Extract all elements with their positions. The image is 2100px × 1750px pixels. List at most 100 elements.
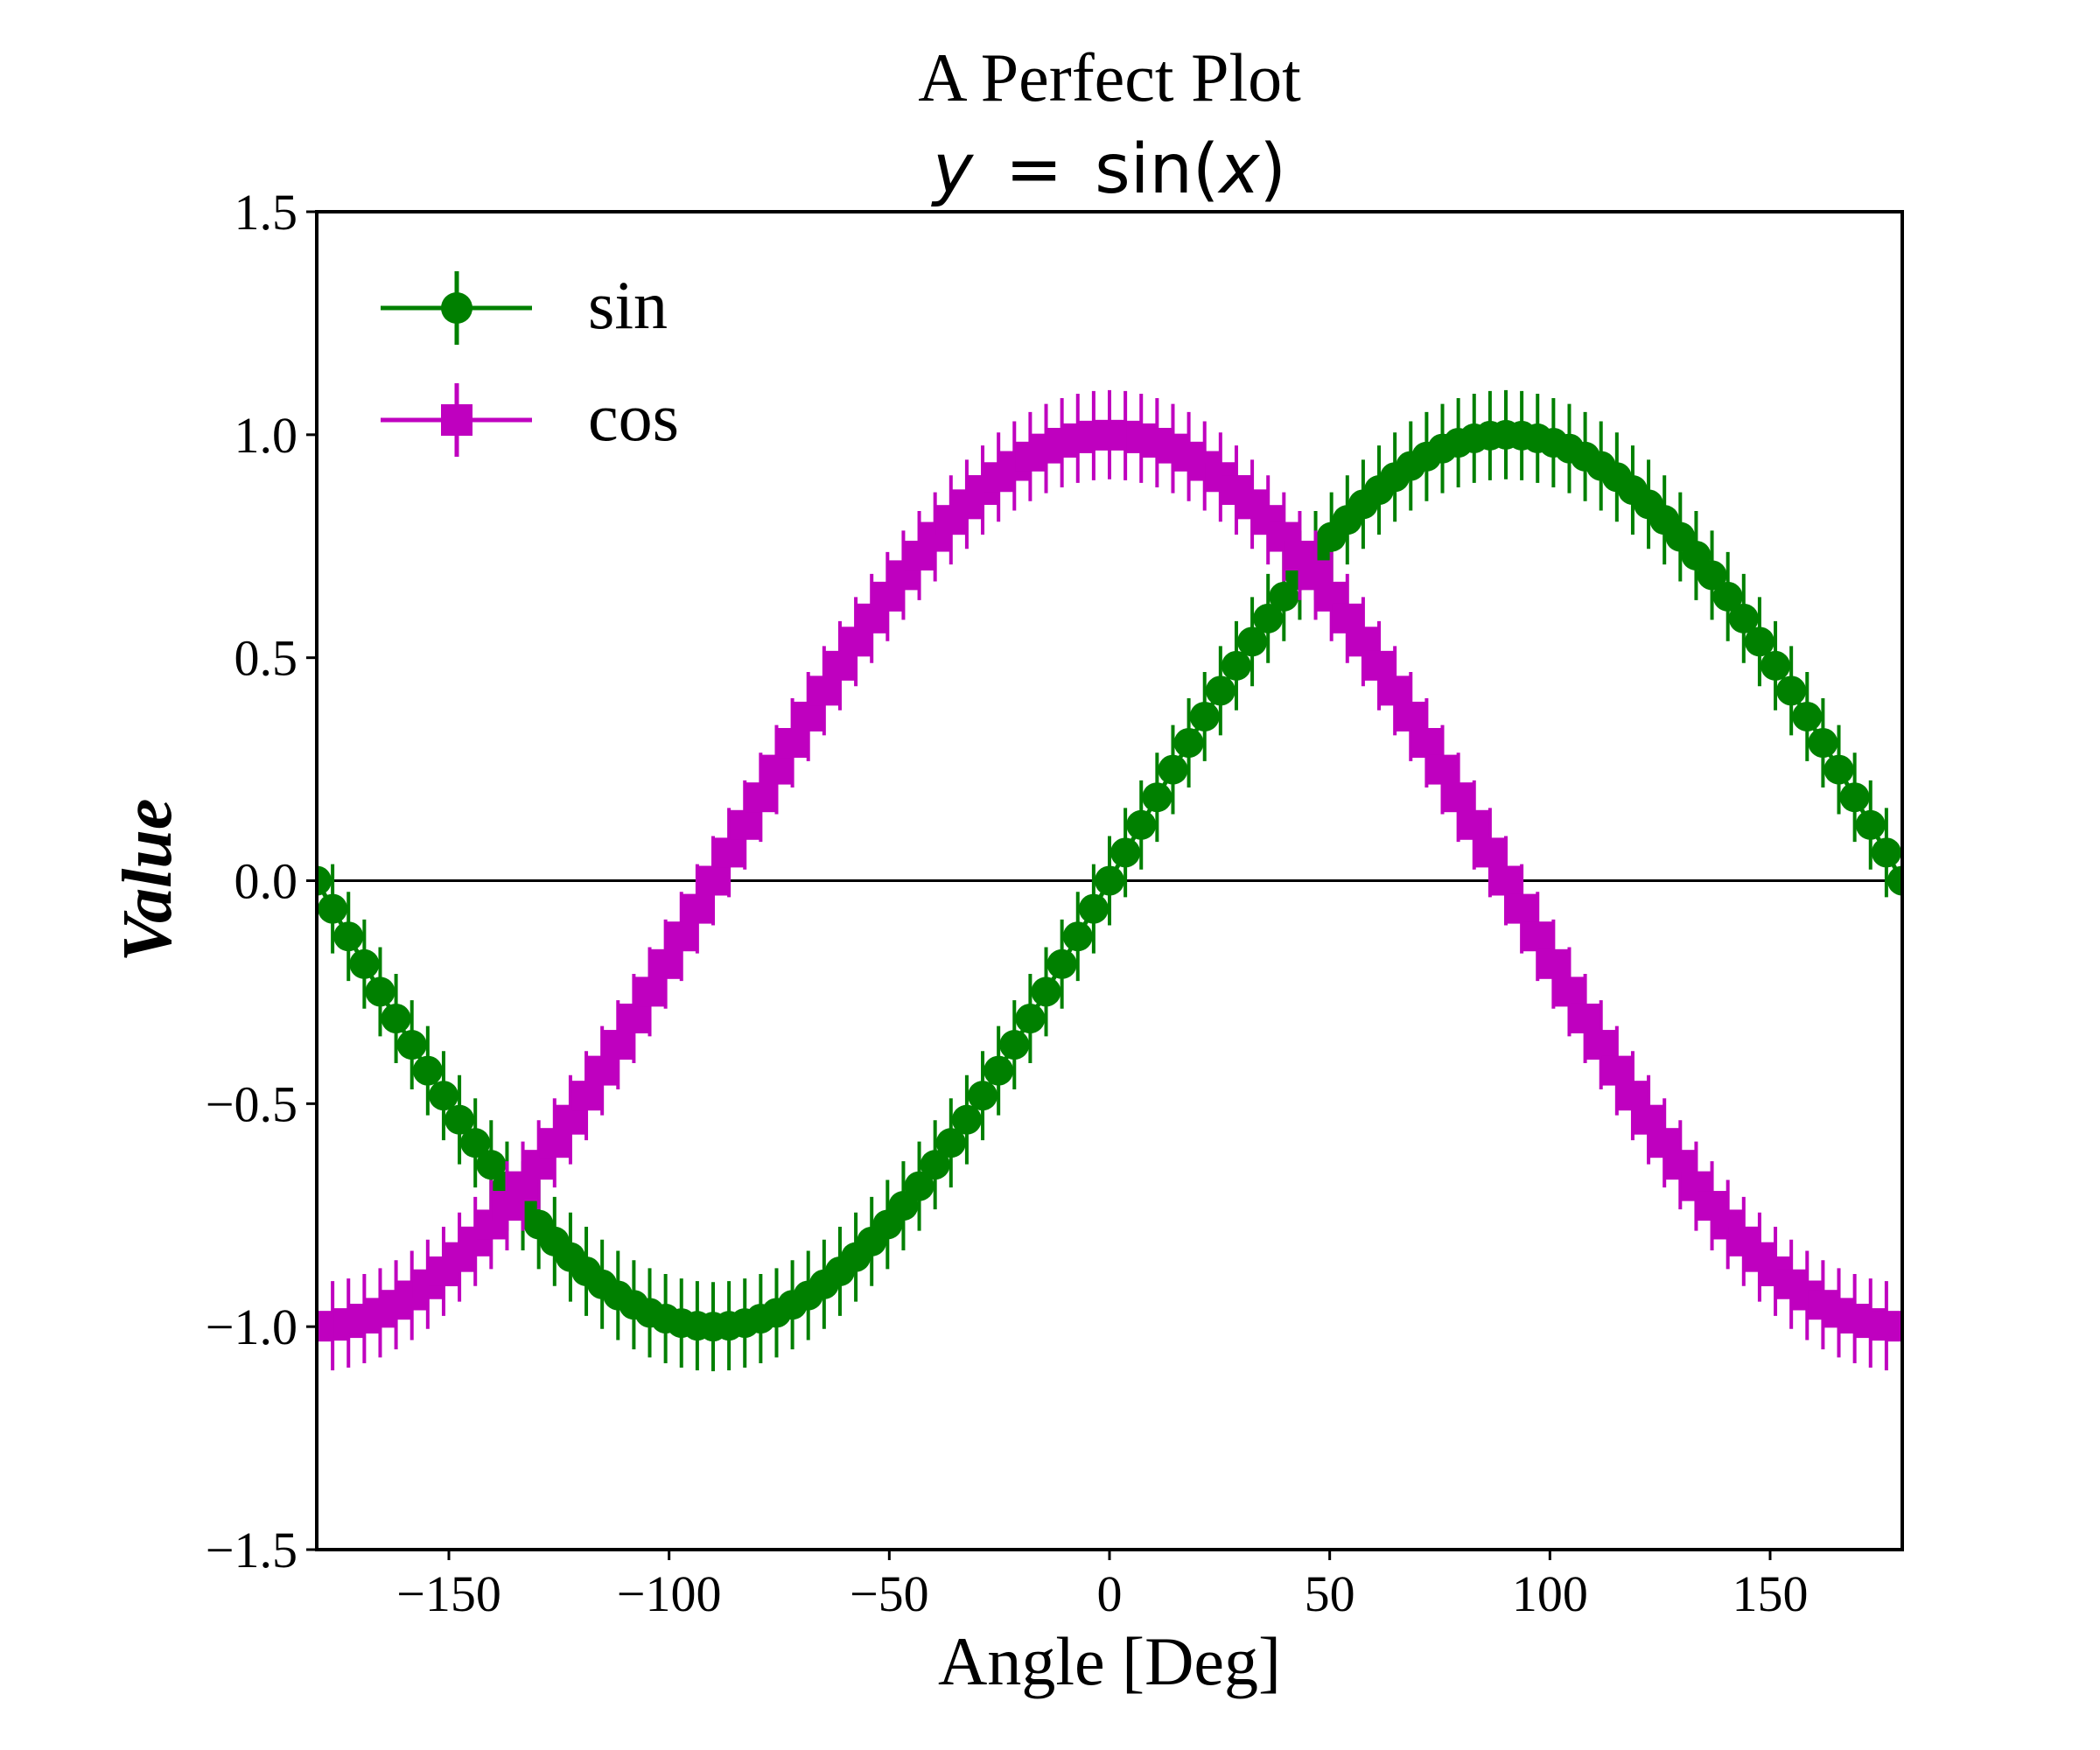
data-point-sin — [349, 948, 380, 979]
legend-sin-label: sin — [588, 267, 668, 343]
data-point-cos — [571, 1081, 602, 1111]
data-point-cos — [1427, 754, 1458, 785]
x-ticks: −150 −100 −50 0 50 100 150 — [396, 1550, 1809, 1622]
data-point-sin — [1712, 581, 1743, 612]
data-point-sin — [1158, 754, 1188, 785]
data-point-cos — [1538, 948, 1569, 979]
data-point-sin — [1237, 626, 1268, 657]
data-point-cos — [1443, 782, 1474, 813]
data-point-cos — [1586, 1030, 1616, 1060]
subtitle-close: ) — [1260, 130, 1286, 209]
legend-entry-cos: cos — [381, 379, 679, 457]
data-point-sin — [1855, 809, 1886, 840]
data-point-cos — [777, 728, 808, 759]
data-point-sin — [1253, 603, 1284, 634]
data-point-sin — [999, 1030, 1030, 1060]
y-tick-label: 1.0 — [234, 407, 298, 464]
data-point-sin — [1792, 701, 1823, 732]
legend-sin-marker — [441, 292, 472, 324]
x-tick-label: 50 — [1305, 1565, 1355, 1622]
data-point-sin — [365, 976, 396, 1007]
x-tick-label: 150 — [1732, 1565, 1809, 1622]
data-point-cos — [1491, 865, 1521, 896]
data-point-sin — [1031, 976, 1061, 1007]
legend-cos-marker — [441, 404, 472, 436]
series-cos — [317, 389, 1902, 1372]
data-point-cos — [1380, 676, 1410, 706]
data-point-cos — [808, 676, 839, 706]
data-point-cos — [1459, 809, 1489, 840]
data-point-sin — [1015, 1003, 1046, 1033]
data-point-cos — [1887, 1312, 1902, 1342]
x-tick-label: −100 — [617, 1565, 722, 1622]
subtitle-eq: = — [1005, 130, 1062, 209]
data-point-sin — [1189, 701, 1220, 732]
y-tick-label: −1.0 — [206, 1298, 298, 1355]
series-layer — [317, 389, 1902, 1372]
data-point-sin — [920, 1150, 950, 1180]
data-point-cos — [1601, 1055, 1632, 1086]
data-point-sin — [904, 1171, 934, 1201]
data-point-sin — [1744, 626, 1774, 657]
x-tick-label: −50 — [850, 1565, 929, 1622]
data-point-sin — [318, 893, 348, 924]
data-point-sin — [428, 1081, 458, 1111]
y-axis-label: Value — [109, 799, 186, 962]
data-point-sin — [476, 1150, 507, 1180]
data-point-sin — [1887, 865, 1902, 896]
data-point-sin — [951, 1104, 982, 1135]
data-point-sin — [1173, 728, 1204, 759]
data-point-cos — [603, 1030, 634, 1060]
data-point-cos — [1570, 1003, 1600, 1033]
data-point-cos — [650, 948, 681, 979]
data-point-cos — [1364, 650, 1395, 681]
data-point-cos — [730, 809, 760, 840]
legend: sin cos — [381, 267, 679, 457]
data-point-cos — [666, 921, 696, 952]
data-point-sin — [1808, 728, 1838, 759]
data-point-sin — [317, 865, 332, 896]
data-point-cos — [682, 893, 712, 924]
chart-subtitle: y = sin(x) — [931, 130, 1286, 209]
subtitle-x: x — [1216, 130, 1260, 209]
data-point-cos — [746, 782, 776, 813]
data-point-sin — [444, 1104, 475, 1135]
data-point-cos — [1554, 976, 1585, 1007]
data-point-cos — [1522, 921, 1553, 952]
data-point-cos — [1396, 701, 1426, 732]
x-tick-label: 0 — [1097, 1565, 1123, 1622]
chart-title: A Perfect Plot — [918, 39, 1301, 116]
data-point-sin — [1205, 676, 1236, 706]
data-point-cos — [619, 1003, 649, 1033]
legend-entry-sin: sin — [381, 267, 668, 345]
data-point-sin — [381, 1003, 411, 1033]
data-point-sin — [1776, 676, 1807, 706]
data-point-cos — [698, 865, 728, 896]
data-point-cos — [761, 754, 792, 785]
y-tick-label: 0.0 — [234, 853, 298, 910]
data-point-sin — [1760, 650, 1791, 681]
x-tick-label: 100 — [1512, 1565, 1588, 1622]
data-point-sin — [1728, 603, 1759, 634]
data-point-cos — [1474, 837, 1505, 868]
data-point-sin — [1839, 782, 1870, 813]
data-point-sin — [460, 1128, 491, 1158]
data-point-sin — [1142, 782, 1172, 813]
data-point-cos — [634, 976, 665, 1007]
subtitle-fn: sin( — [1095, 130, 1219, 209]
data-point-sin — [1697, 560, 1727, 591]
legend-cos-label: cos — [588, 379, 679, 455]
data-point-sin — [1095, 865, 1124, 896]
x-axis-label: Angle [Deg] — [938, 1623, 1281, 1699]
data-point-sin — [333, 921, 364, 952]
data-point-sin — [935, 1128, 966, 1158]
y-tick-label: −1.5 — [206, 1522, 298, 1578]
data-point-sin — [1078, 893, 1109, 924]
data-point-sin — [1269, 581, 1299, 612]
y-tick-label: 0.5 — [234, 630, 298, 687]
y-tick-label: 1.5 — [234, 184, 298, 241]
y-tick-label: −0.5 — [206, 1075, 298, 1132]
data-point-cos — [714, 837, 745, 868]
data-point-sin — [1110, 837, 1141, 868]
